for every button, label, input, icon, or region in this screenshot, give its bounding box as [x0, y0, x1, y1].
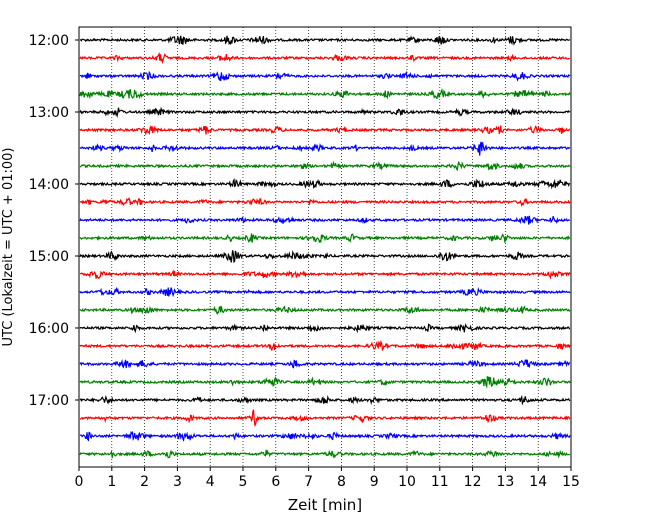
x-tick-label: 5	[239, 474, 248, 490]
trace-line	[79, 141, 571, 156]
x-tick-label: 11	[431, 474, 449, 490]
y-tick-label: 14:00	[29, 177, 69, 193]
y-axis: 12:00 13:00 14:00 15:00 16:00 17:00	[29, 33, 79, 409]
trace-line	[79, 358, 571, 369]
x-axis-label: Zeit [min]	[288, 496, 362, 514]
trace-line	[79, 339, 571, 352]
trace-line	[79, 233, 571, 244]
grid-lines	[111, 27, 539, 467]
trace-line	[79, 408, 571, 427]
trace-line	[79, 124, 571, 136]
trace-line	[79, 70, 571, 82]
trace-line	[79, 323, 571, 334]
trace-line	[79, 305, 571, 316]
x-tick-label: 7	[304, 474, 313, 490]
y-tick-label: 17:00	[29, 393, 69, 409]
x-tick-label: 15	[562, 474, 580, 490]
trace-line	[79, 375, 571, 389]
trace-line	[79, 215, 571, 225]
trace-line	[79, 196, 571, 207]
seismic-traces	[79, 35, 571, 459]
trace-line	[79, 449, 571, 459]
x-tick-label: 0	[75, 474, 84, 490]
trace-line	[79, 269, 571, 280]
trace-line	[79, 250, 571, 264]
x-tick-label: 14	[529, 474, 547, 490]
plot-frame	[78, 26, 572, 468]
x-tick-label: 6	[271, 474, 280, 490]
x-tick-label: 13	[496, 474, 514, 490]
y-tick-label: 15:00	[29, 249, 69, 265]
x-tick-label: 10	[398, 474, 416, 490]
trace-line	[79, 35, 571, 46]
x-tick-label: 9	[370, 474, 379, 490]
trace-line	[79, 106, 571, 118]
x-tick-label: 1	[107, 474, 116, 490]
y-tick-label: 13:00	[29, 105, 69, 121]
trace-line	[79, 160, 571, 172]
y-axis-label: UTC (Lokalzeit = UTC + 01:00)	[1, 148, 16, 347]
x-tick-label: 3	[173, 474, 182, 490]
trace-line	[79, 51, 571, 65]
trace-line	[79, 286, 571, 298]
trace-line	[79, 87, 571, 100]
x-axis: 0 1 2 3 4 5 6 7 8 9 10 11 12 13 14 15	[75, 467, 580, 490]
x-tick-label: 8	[337, 474, 346, 490]
y-tick-label: 12:00	[29, 33, 69, 49]
x-tick-label: 4	[206, 474, 215, 490]
x-tick-label: 12	[464, 474, 482, 490]
trace-line	[79, 430, 571, 443]
x-tick-label: 2	[140, 474, 149, 490]
y-tick-label: 16:00	[29, 321, 69, 337]
trace-line	[79, 394, 571, 406]
trace-line	[79, 178, 571, 190]
